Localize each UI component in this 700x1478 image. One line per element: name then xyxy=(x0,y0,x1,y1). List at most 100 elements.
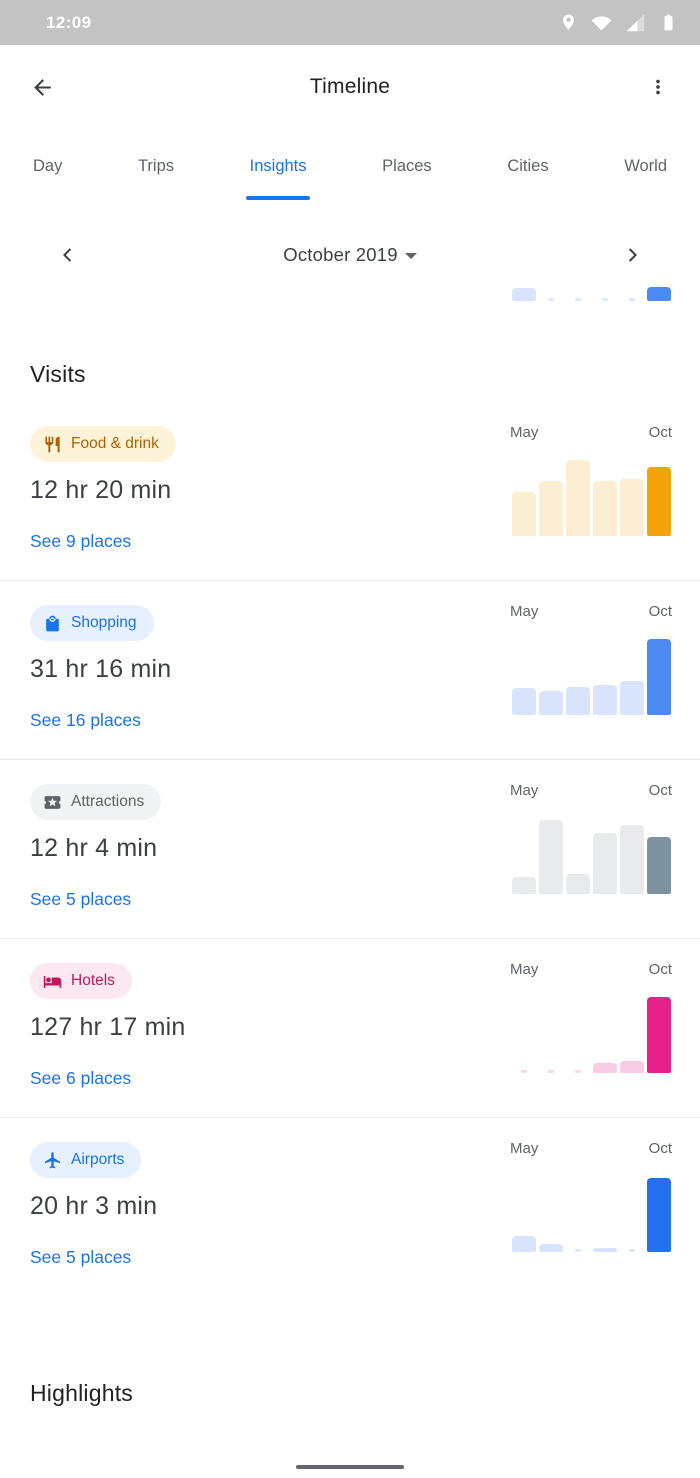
visit-card-shopping: Shopping 31 hr 16 min See 16 places May Oct xyxy=(0,581,700,759)
visit-card-chart: May Oct xyxy=(510,961,672,1073)
previous-month-button[interactable] xyxy=(56,243,80,267)
chart-bar xyxy=(538,1244,563,1252)
page-title: Timeline xyxy=(309,75,391,98)
visits-list: Food & drink 12 hr 20 min See 9 places May O… xyxy=(0,402,700,1296)
chart-bar-slot xyxy=(537,287,564,301)
chart-bar-highlight xyxy=(646,287,671,301)
visit-card-attractions: Attractions 12 hr 4 min See 5 places May Oct xyxy=(0,760,700,938)
chart-bar xyxy=(592,481,617,536)
visit-duration: 12 hr 4 min xyxy=(30,834,158,862)
chart-bar-slot xyxy=(564,1174,591,1252)
chart-bar xyxy=(619,479,644,536)
chart-bar-highlight xyxy=(646,837,671,894)
chevron-left-icon xyxy=(63,248,72,262)
mini-bar-chart xyxy=(510,816,672,894)
tab-day[interactable]: Day xyxy=(33,129,62,203)
chart-bar-slot xyxy=(537,458,564,536)
chart-bar-slot xyxy=(591,637,618,715)
chart-bar-slot xyxy=(510,995,537,1073)
visit-card-info: Attractions 12 hr 4 min See 5 places xyxy=(30,784,162,910)
back-button[interactable] xyxy=(28,73,56,101)
visit-card-info: Hotels 127 hr 17 min See 6 places xyxy=(30,963,185,1089)
axis-label-start: May xyxy=(510,424,539,441)
category-chip-attractions[interactable]: Attractions xyxy=(30,784,162,820)
cellular-signal-icon xyxy=(625,12,646,33)
chart-bar xyxy=(565,460,590,536)
chart-bar xyxy=(547,298,554,301)
chart-bar-slot xyxy=(645,287,672,301)
chart-bar-slot xyxy=(645,1174,672,1252)
tab-cities[interactable]: Cities xyxy=(507,129,548,203)
category-chip-hotels[interactable]: Hotels xyxy=(30,963,132,999)
section-divider xyxy=(0,1117,700,1118)
chart-bar-slot xyxy=(510,458,537,536)
status-bar: 12:09 xyxy=(0,0,700,45)
tab-label: Cities xyxy=(507,156,549,175)
chart-bar xyxy=(511,288,536,301)
chevron-right-icon xyxy=(628,248,637,262)
tab-trips[interactable]: Trips xyxy=(138,129,174,203)
month-selector[interactable]: October 2019 xyxy=(0,244,700,266)
chart-bar xyxy=(538,481,563,536)
battery-icon xyxy=(659,13,678,32)
see-places-link[interactable]: See 5 places xyxy=(30,1247,132,1267)
axis-label-start: May xyxy=(510,603,539,620)
visit-card-chart: May Oct xyxy=(510,424,672,536)
chart-bar-highlight xyxy=(646,1178,671,1252)
tab-places[interactable]: Places xyxy=(382,129,432,203)
see-places-link[interactable]: See 5 places xyxy=(30,889,132,909)
partial-bar-chart xyxy=(510,287,672,301)
wifi-icon xyxy=(591,12,612,33)
category-chip-airports[interactable]: Airports xyxy=(30,1142,142,1178)
see-places-link[interactable]: See 9 places xyxy=(30,531,132,551)
chart-bar-slot xyxy=(591,816,618,894)
bed-icon xyxy=(43,975,62,988)
chart-bar xyxy=(511,688,536,715)
axis-label-end: Oct xyxy=(648,603,672,620)
tab-insights[interactable]: Insights xyxy=(246,129,311,203)
chart-bar-slot xyxy=(564,995,591,1073)
section-divider xyxy=(0,759,700,760)
see-places-link[interactable]: See 6 places xyxy=(30,1068,132,1088)
chart-bar xyxy=(520,1070,527,1073)
visit-duration: 20 hr 3 min xyxy=(30,1192,158,1220)
chart-bar xyxy=(592,1063,617,1073)
status-icons xyxy=(559,12,678,33)
chart-bar xyxy=(538,820,563,894)
chart-bar xyxy=(574,1249,581,1252)
active-tab-underline xyxy=(246,196,311,200)
chart-bar-slot xyxy=(537,816,564,894)
overflow-menu-button[interactable] xyxy=(644,73,672,101)
tab-world[interactable]: World xyxy=(624,129,667,203)
chart-bar-highlight xyxy=(646,997,671,1073)
back-arrow-icon xyxy=(33,78,51,96)
chart-bar xyxy=(511,877,536,894)
mini-bar-chart xyxy=(510,995,672,1073)
chart-bar-slot xyxy=(618,458,645,536)
visit-card-chart: May Oct xyxy=(510,1140,672,1252)
chart-bar-slot xyxy=(618,287,645,301)
chart-bar xyxy=(628,298,635,301)
tab-label: Day xyxy=(33,156,63,175)
gesture-navigation-pill[interactable] xyxy=(296,1465,404,1469)
chart-bar-slot xyxy=(564,287,591,301)
tab-label: Trips xyxy=(137,156,175,175)
axis-label-start: May xyxy=(510,961,539,978)
see-places-link[interactable]: See 16 places xyxy=(30,710,141,730)
visits-section-title: Visits xyxy=(30,361,86,387)
chart-bar-highlight xyxy=(646,639,671,715)
category-chip-shopping[interactable]: Shopping xyxy=(30,605,154,641)
chart-bar-slot xyxy=(591,287,618,301)
category-chip-label: Attractions xyxy=(71,793,145,810)
chart-axis-labels: May Oct xyxy=(510,424,672,441)
next-month-button[interactable] xyxy=(620,243,644,267)
chart-bar xyxy=(565,687,590,715)
chart-bar xyxy=(538,691,563,715)
flight-icon xyxy=(44,1151,61,1168)
visit-card-chart: May Oct xyxy=(510,603,672,715)
tab-label: World xyxy=(624,156,667,175)
chart-bar xyxy=(511,1236,536,1252)
category-chip-label: Food & drink xyxy=(71,435,159,452)
chart-axis-labels: May Oct xyxy=(510,603,672,620)
category-chip-food-drink[interactable]: Food & drink xyxy=(30,426,176,462)
